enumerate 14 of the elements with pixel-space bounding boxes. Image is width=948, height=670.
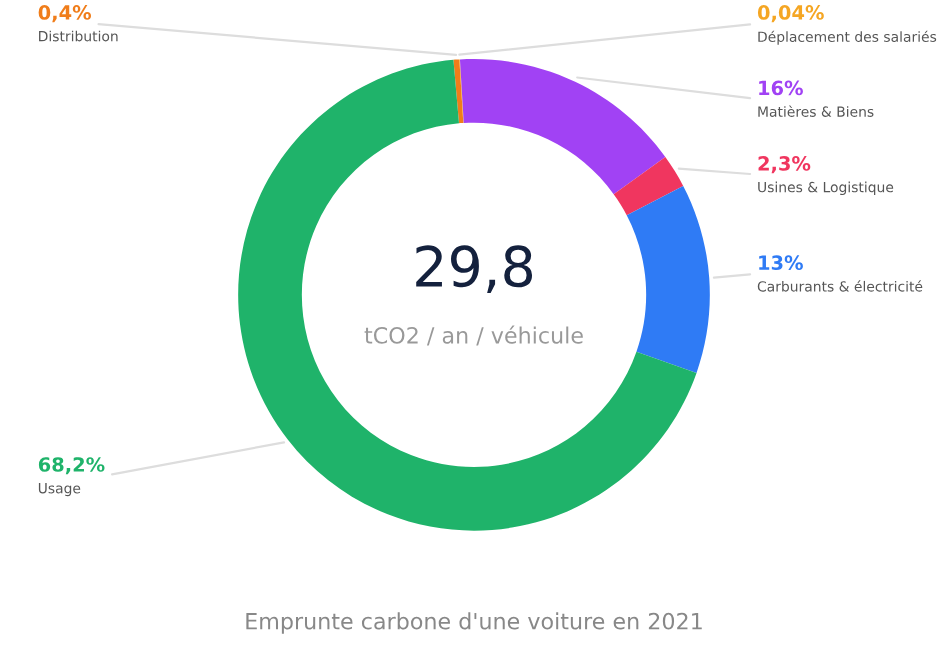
data-label: 13% xyxy=(759,255,803,271)
text: tCO2 / an / véhicule xyxy=(364,325,583,346)
donut-slice xyxy=(613,156,684,216)
donut-slice xyxy=(626,185,710,373)
donut-slice xyxy=(453,59,464,124)
donut-slice xyxy=(238,59,697,531)
text: Emprunte carbone d'une voiture en 2021 xyxy=(246,612,702,634)
data-label: 2,3% xyxy=(758,156,811,174)
data-label: 68,2% xyxy=(38,457,105,475)
data-label: 0,04% xyxy=(757,5,824,23)
donut-slice xyxy=(459,59,666,195)
text: 29,8 xyxy=(416,245,533,293)
data-label: 0,4% xyxy=(38,5,92,23)
data-label: 16% xyxy=(759,80,803,96)
